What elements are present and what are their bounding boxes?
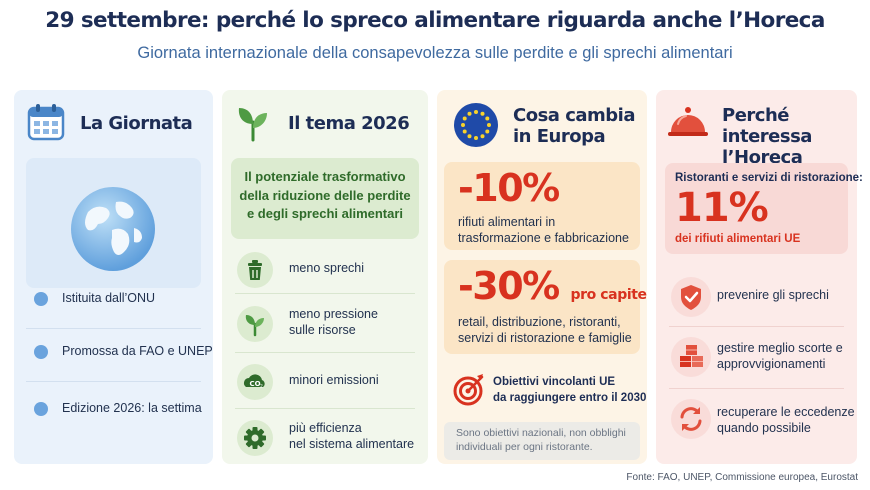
globe-icon — [68, 184, 158, 274]
column-header: Il tema 2026 — [222, 90, 428, 162]
list-item-line: gestire meglio scorte e — [717, 341, 843, 355]
note-box: Sono obiettivi nazionali, non obblighi i… — [444, 422, 640, 460]
list-item-label: prevenire gli sprechi — [717, 288, 829, 302]
bullet-icon — [34, 345, 48, 359]
column-giornata: La Giornata Istituita dall’ONU Promossa … — [14, 90, 213, 464]
stat-lead: Ristoranti e servizi di ristorazione: — [675, 172, 863, 184]
column-title-line: Perché interessa — [722, 105, 812, 147]
note-line: individuali per ogni ristorante. — [456, 440, 593, 453]
highlight-line: Il potenziale trasformativo — [244, 169, 406, 184]
sprout-icon — [237, 306, 273, 342]
stat-value: 11% — [675, 185, 769, 231]
boxes-icon — [671, 337, 711, 377]
svg-text:CO: CO — [250, 380, 261, 388]
list-item-label: recuperare le eccedenze quando possibile — [717, 404, 855, 436]
list-item: recuperare le eccedenze quando possibile — [665, 396, 855, 442]
column-title: La Giornata — [80, 113, 193, 134]
stat-description: rifiuti alimentari in trasformazione e f… — [458, 214, 629, 246]
stat-suffix: pro capite — [570, 287, 647, 303]
goal-line: Obiettivi vincolanti UE — [493, 376, 616, 388]
stat-description-line: rifiuti alimentari in — [458, 215, 556, 229]
list-item: più efficienza nel sistema alimentare — [231, 416, 419, 460]
divider — [669, 326, 844, 327]
divider — [235, 408, 415, 409]
list-item-line: più efficienza — [289, 421, 362, 435]
stat-description: retail, distribuzione, ristoranti, servi… — [458, 314, 632, 346]
svg-text:2: 2 — [260, 384, 263, 390]
goal-text: Obiettivi vincolanti UE da raggiungere e… — [493, 374, 646, 406]
recycle-arrows-icon — [671, 399, 711, 439]
column-header: Cosa cambia in Europa — [437, 90, 647, 162]
stat-description-line: trasformazione e fabbricazione — [458, 231, 629, 245]
stat-card: -10% rifiuti alimentari in trasformazion… — [444, 162, 640, 250]
divider — [26, 381, 201, 382]
source-note: Fonte: FAO, UNEP, Commissione europea, E… — [626, 472, 858, 483]
column-title: Perché interessa l’Horeca — [722, 105, 857, 168]
list-item-line: quando possibile — [717, 421, 811, 435]
list-item-label: più efficienza nel sistema alimentare — [289, 420, 414, 452]
list-item-label: Istituita dall’ONU — [62, 291, 156, 305]
stat-description-line: servizi di ristorazione e famiglie — [458, 331, 632, 345]
leaf-sprout-icon — [234, 104, 272, 142]
co2-icon: CO 2 — [237, 364, 273, 400]
calendar-icon — [26, 102, 66, 142]
list-item-line: recuperare le eccedenze — [717, 405, 855, 419]
list-item: meno pressione sulle risorse — [231, 302, 419, 346]
column-tema: Il tema 2026 Il potenziale trasformativo… — [222, 90, 428, 464]
page-title: 29 settembre: perché lo spreco alimentar… — [45, 8, 825, 33]
stat-card: Ristoranti e servizi di ristorazione: 11… — [665, 163, 863, 254]
highlight-line: e degli sprechi alimentari — [246, 206, 404, 221]
list-item: CO 2 minori emissioni — [231, 360, 419, 404]
divider — [235, 293, 415, 294]
list-item: meno sprechi — [231, 248, 419, 292]
list-item: Istituita dall’ONU — [26, 280, 201, 320]
divider — [26, 328, 201, 329]
list-item: gestire meglio scorte e approvvigionamen… — [665, 334, 848, 380]
divider — [669, 388, 844, 389]
list-item-label: meno pressione sulle risorse — [289, 306, 378, 338]
list-item-line: nel sistema alimentare — [289, 437, 415, 451]
list-item: Promossa da FAO e UNEP — [26, 333, 213, 373]
list-item-label: Promossa da FAO e UNEP — [62, 344, 213, 358]
stat-card: -30% pro capite retail, distribuzione, r… — [444, 260, 647, 354]
goal-line: da raggiungere entro il 2030 — [493, 392, 647, 404]
stat-value: -10% — [458, 166, 560, 210]
note-line: Sono obiettivi nazionali, non obblighi — [456, 427, 626, 439]
column-europa: Cosa cambia in Europa -10% rifiuti alime… — [437, 90, 647, 464]
food-cloche-icon — [666, 102, 710, 142]
shield-check-icon — [671, 277, 711, 317]
column-title: Cosa cambia in Europa — [513, 105, 635, 147]
page-subtitle: Giornata internazionale della consapevol… — [137, 44, 733, 62]
stat-description: dei rifiuti alimentari UE — [675, 233, 801, 245]
target-icon — [453, 372, 487, 406]
list-item: Edizione 2026: la settima — [26, 390, 202, 430]
list-item-label: minori emissioni — [289, 373, 379, 387]
column-header: Perché interessa l’Horeca — [656, 90, 857, 168]
highlight-line: della riduzione delle perdite — [239, 187, 411, 203]
stat-value-row: -30% pro capite — [458, 264, 647, 308]
column-title-line: Cosa cambia — [513, 105, 635, 126]
list-item-label: gestire meglio scorte e approvvigionamen… — [717, 340, 843, 372]
gear-icon — [237, 420, 273, 456]
eu-flag-icon — [453, 102, 499, 148]
column-horeca: Perché interessa l’Horeca Ristoranti e s… — [656, 90, 863, 464]
column-title-line: l’Horeca — [722, 147, 803, 168]
list-item-label: meno sprechi — [289, 261, 365, 275]
list-item-line: approvvigionamenti — [717, 357, 826, 371]
theme-highlight: Il potenziale trasformativo della riduzi… — [231, 158, 419, 239]
divider — [235, 352, 415, 353]
column-header: La Giornata — [14, 90, 213, 162]
bullet-icon — [34, 402, 48, 416]
bullet-icon — [34, 292, 48, 306]
column-title: Il tema 2026 — [288, 113, 410, 134]
trash-icon — [237, 252, 273, 288]
column-title-line: in Europa — [513, 126, 606, 147]
stat-value: -30% — [458, 264, 560, 308]
list-item-label: Edizione 2026: la settima — [62, 401, 202, 415]
list-item: prevenire gli sprechi — [665, 274, 848, 320]
list-item-line: meno pressione — [289, 307, 378, 321]
list-item-line: sulle risorse — [289, 323, 356, 337]
stat-description-line: retail, distribuzione, ristoranti, — [458, 315, 621, 329]
